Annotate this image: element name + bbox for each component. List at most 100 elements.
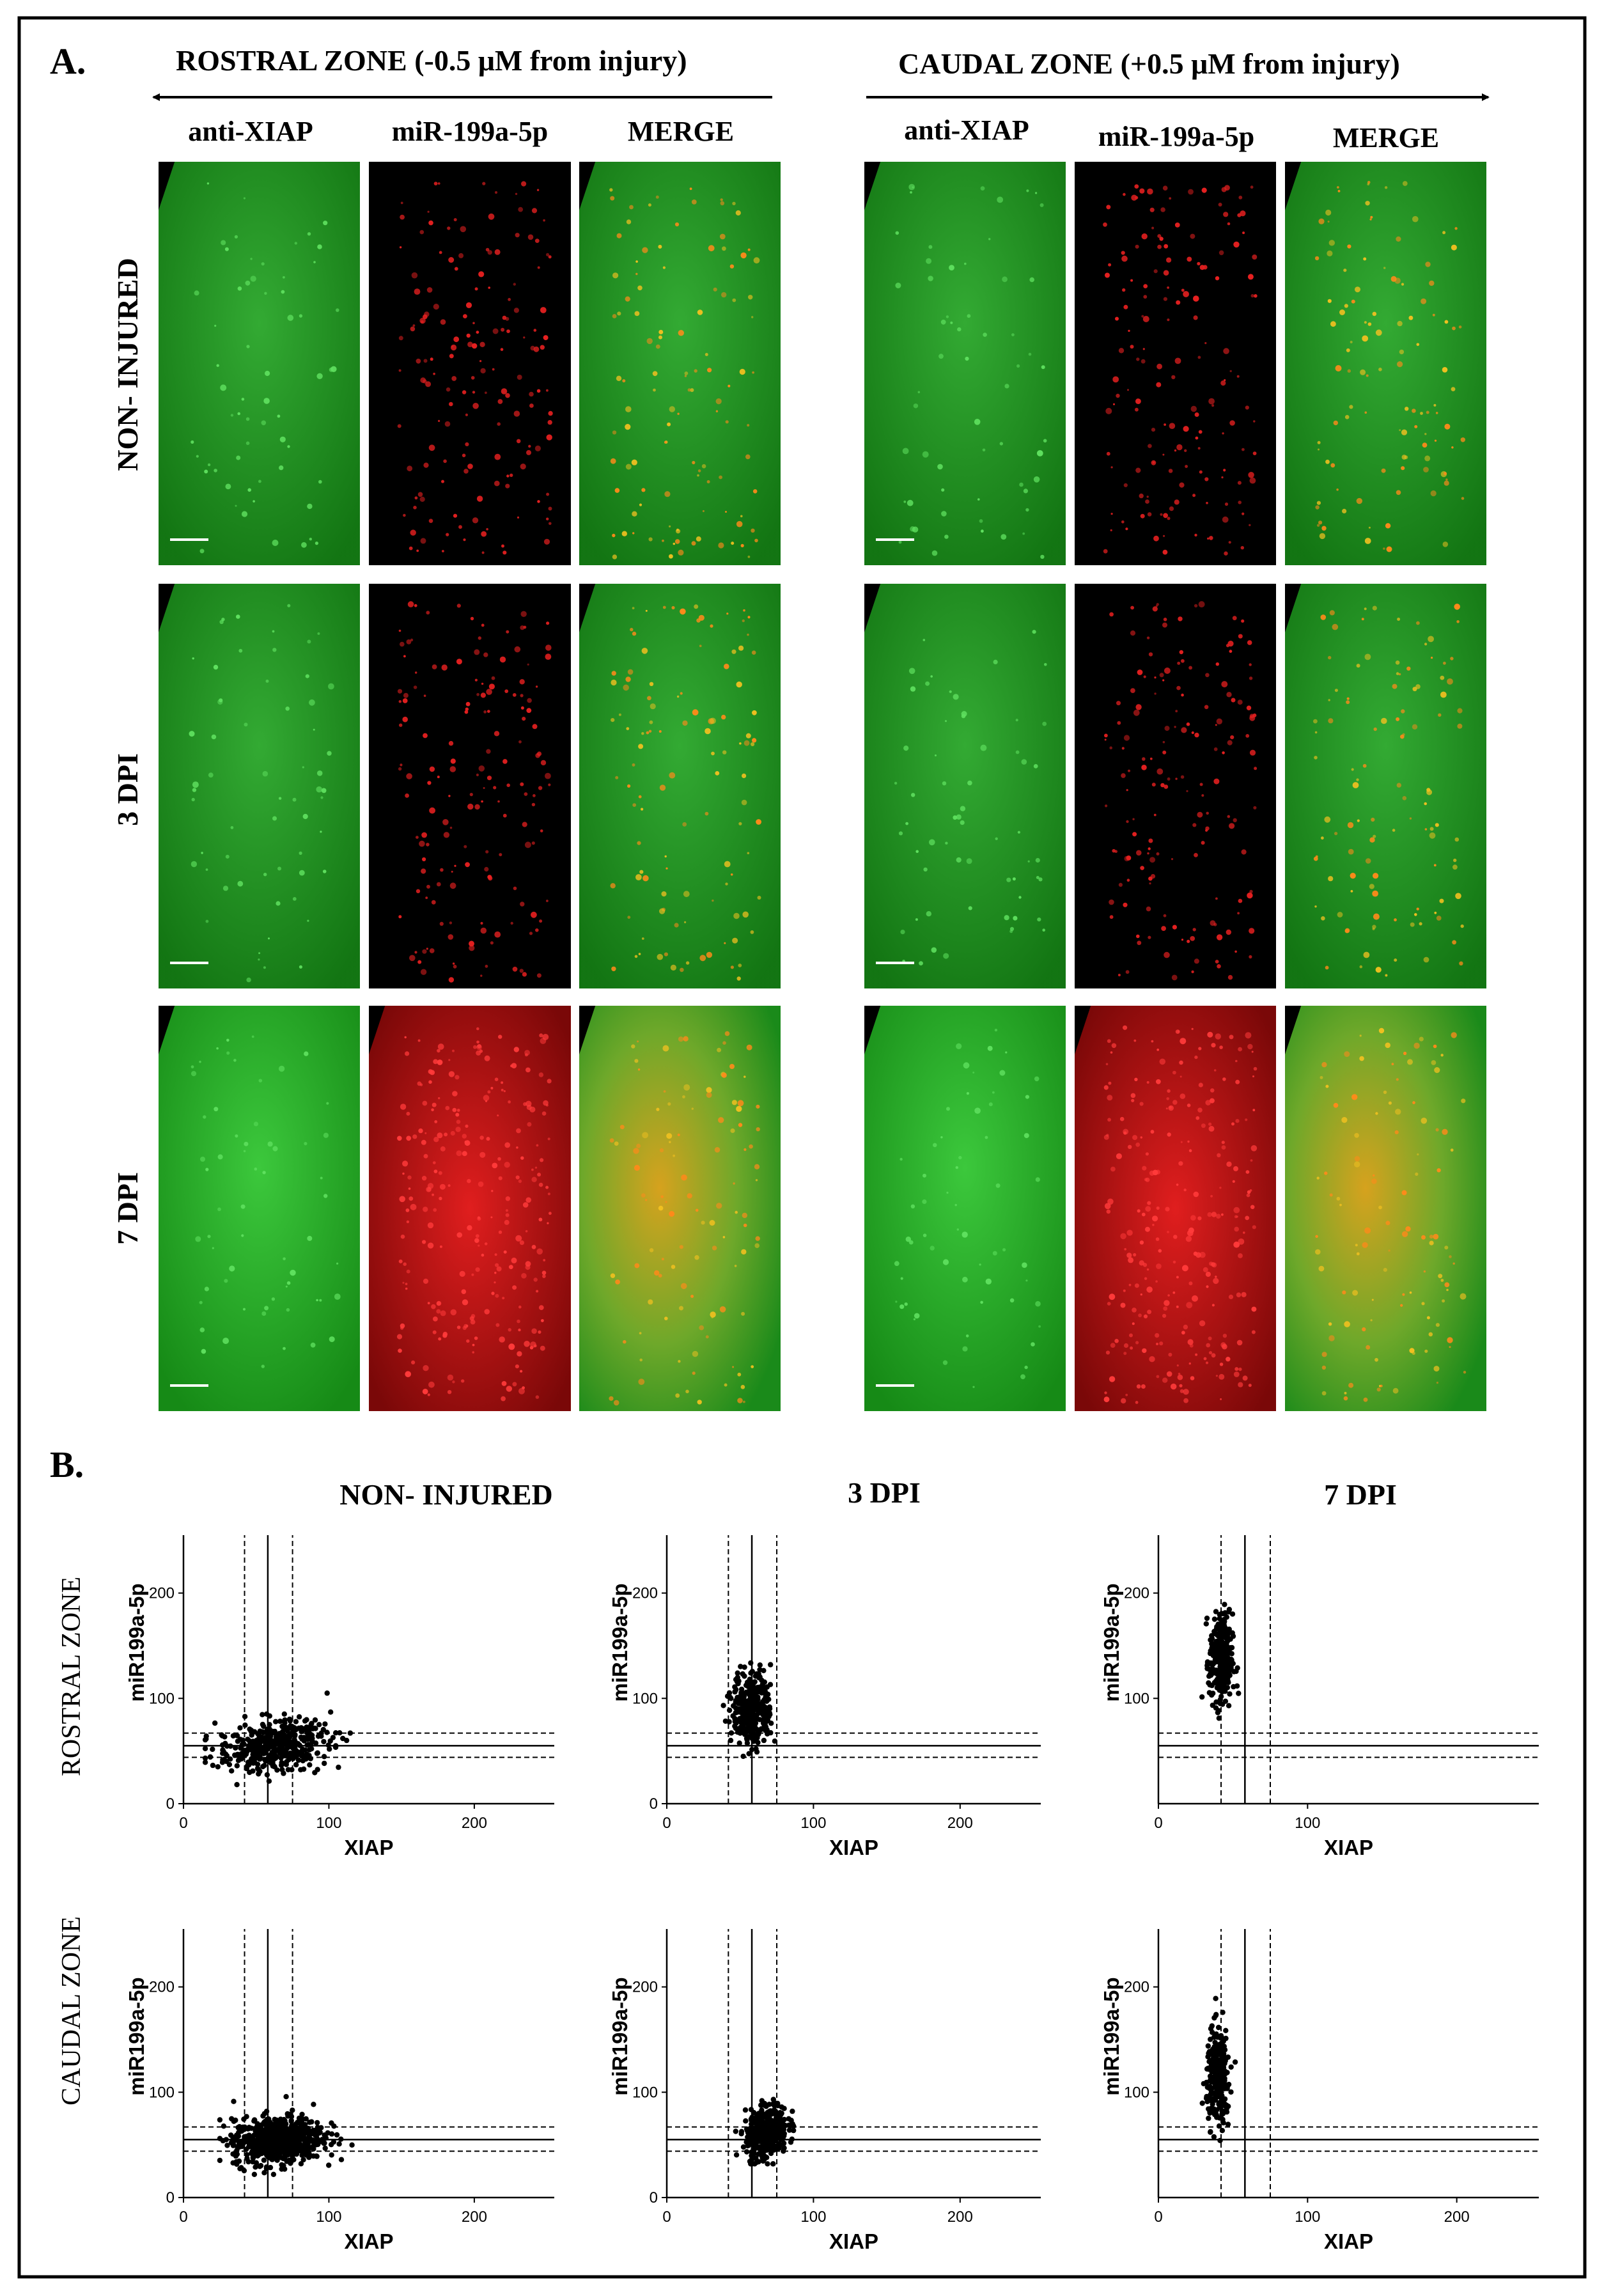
data-point [328,2142,334,2148]
scatter-plot-2: 0 100 100 200 XIAP miR199a-5p [1100,1535,1539,1859]
data-point [296,1725,302,1731]
data-point [207,1754,214,1760]
data-point [762,2153,768,2159]
data-point [747,2127,752,2132]
data-point [233,2137,239,2143]
data-point [263,2164,270,2170]
data-point [738,1664,744,1669]
data-point [266,1778,272,1784]
data-point [735,1729,741,1735]
data-point [733,1676,739,1682]
data-point [1218,2059,1224,2065]
data-point [1203,2095,1210,2101]
data-point [759,1682,766,1687]
micrograph-rostral-7dpi-xiap [159,1006,360,1411]
data-point [1209,1682,1215,1689]
data-point [234,1733,240,1738]
x-tick-label: 0 [1154,1815,1162,1832]
data-point [322,2132,327,2138]
data-point [1223,2027,1229,2033]
data-point [304,1717,309,1722]
data-point [754,1735,760,1740]
data-point [764,1698,770,1704]
data-point [234,1782,240,1788]
micrograph-rostral-7dpi-merge [579,1006,781,1411]
data-point [304,2140,309,2146]
data-point [251,2118,257,2124]
data-point [730,1713,736,1719]
data-point [321,1738,327,1745]
data-point [279,2121,284,2127]
y-tick-label: 100 [149,1690,175,1707]
data-point [735,1709,740,1715]
data-point [298,1734,304,1740]
x-tick-label: 100 [800,1815,826,1832]
data-point [279,1767,285,1772]
scatter-plot-0: 0 100 200 0 100 200 XIAP miR199a-5p [125,1535,554,1859]
data-point [763,2124,769,2130]
data-point [786,2127,793,2133]
scatter-plot-5: 0 100 200 100 200 XIAP miR199a-5p [1100,1929,1539,2253]
data-point [230,2151,236,2157]
data-point [1220,2111,1226,2116]
data-point [292,1733,298,1738]
data-point [743,2118,749,2124]
data-point [273,2144,279,2150]
data-point [1219,2128,1226,2134]
data-point [744,1710,751,1716]
data-point [261,1763,267,1769]
data-point [281,1711,287,1717]
data-point [1219,1676,1224,1682]
data-point [745,2143,751,2149]
data-point [760,1720,767,1726]
col-header-rostral-merge: MERGE [628,116,734,147]
x-tick-label: 0 [662,2208,671,2226]
data-point [750,2116,756,2122]
data-point [237,2124,242,2130]
data-point [274,1754,279,1760]
data-point [291,2157,297,2162]
data-point [771,2134,777,2140]
data-point [740,1753,746,1760]
data-point [1216,2123,1222,2129]
data-point [1225,1636,1231,1641]
micrograph-grid [159,162,1486,1411]
y-axis-label: miR199a-5p [1100,1583,1123,1701]
data-point [322,1760,327,1767]
data-point [245,2126,251,2132]
data-point [791,2127,797,2134]
data-point [220,1747,226,1753]
data-point [742,2107,749,2113]
data-point [1214,1624,1220,1630]
data-point [260,1712,265,1717]
data-point [747,1687,752,1693]
data-point [299,2134,304,2139]
data-point [1219,1621,1224,1627]
data-point [329,2131,335,2137]
data-point [238,1745,244,1751]
data-point [742,1664,747,1670]
data-point [770,2101,776,2107]
data-point [332,1744,339,1749]
data-point [757,2132,763,2138]
data-point [788,2139,794,2145]
micrograph-rostral-3dpi-merge [579,584,781,988]
data-point [1206,1690,1213,1696]
data-point [722,1718,729,1724]
data-point [1204,1615,1210,1621]
micrograph-rostral-non-injured-mir [369,162,571,565]
data-point [278,2149,284,2155]
data-point [751,1711,756,1717]
data-point [279,2138,285,2144]
data-point [259,2139,265,2146]
data-point [790,2108,795,2114]
data-point [328,1709,334,1715]
data-point [230,2143,237,2148]
x-tick-label: 0 [1154,2208,1162,2226]
data-point [1204,1662,1210,1669]
data-point [263,2130,269,2136]
data-point [235,1738,241,1744]
data-point [267,1722,272,1728]
data-point [279,1760,284,1766]
